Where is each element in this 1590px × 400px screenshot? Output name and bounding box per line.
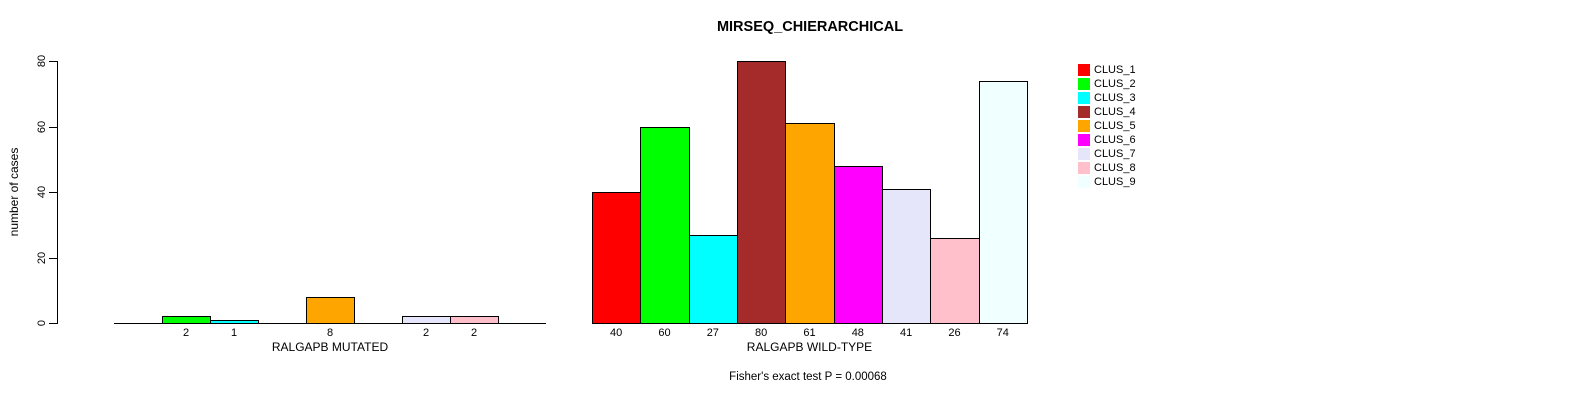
- y-tick-label: 40: [36, 185, 48, 199]
- y-tick-mark: [49, 257, 57, 259]
- y-axis-label: number of cases: [7, 147, 21, 237]
- y-tick-label: 0: [36, 319, 48, 327]
- bar-value-label: 41: [900, 327, 913, 339]
- legend-swatch-clus_9: [1078, 176, 1090, 188]
- legend-label-clus_1: CLUS_1: [1094, 64, 1136, 76]
- bar-value-label: 8: [326, 327, 334, 339]
- bar-value-label: 1: [230, 327, 238, 339]
- bar-value-label: 61: [803, 327, 816, 339]
- chart-title: MIRSEQ_CHIERARCHICAL: [716, 19, 904, 35]
- fisher-test-annotation: Fisher's exact test P = 0.00068: [729, 371, 887, 383]
- bar-value-label: 40: [610, 327, 623, 339]
- bar-clus_7: [881, 188, 932, 324]
- legend-label-clus_7: CLUS_7: [1094, 148, 1136, 160]
- legend-label-clus_4: CLUS_4: [1094, 106, 1136, 118]
- x-axis-title-mutated: RALGAPB MUTATED: [271, 340, 389, 354]
- legend-swatch-clus_7: [1078, 148, 1090, 160]
- bar-value-label: 80: [755, 327, 768, 339]
- legend-label-clus_5: CLUS_5: [1094, 120, 1136, 132]
- bar-clus_4: [736, 61, 787, 324]
- y-tick-label: 80: [36, 54, 48, 68]
- bar-clus_7: [402, 316, 451, 324]
- legend-swatch-clus_8: [1078, 162, 1090, 174]
- bar-clus_3: [210, 319, 259, 324]
- legend-swatch-clus_2: [1078, 78, 1090, 90]
- legend-label-clus_9: CLUS_9: [1094, 176, 1136, 188]
- bar-clus_2: [162, 316, 211, 324]
- legend-swatch-clus_3: [1078, 92, 1090, 104]
- legend-label-clus_8: CLUS_8: [1094, 162, 1136, 174]
- bar-value-label: 2: [470, 327, 478, 339]
- legend-swatch-clus_1: [1078, 64, 1090, 76]
- bar-clus_9: [978, 80, 1028, 324]
- legend-label-clus_2: CLUS_2: [1094, 78, 1136, 90]
- bar-clus_5: [306, 296, 355, 324]
- bar-clus_1: [592, 192, 642, 324]
- bar-value-label: 48: [851, 327, 864, 339]
- legend-swatch-clus_5: [1078, 120, 1090, 132]
- bar-value-label: 26: [948, 327, 961, 339]
- y-axis-line: [57, 61, 58, 324]
- bar-value-label: 2: [422, 327, 430, 339]
- bar-value-label: 27: [706, 327, 719, 339]
- y-tick-label: 60: [36, 120, 48, 133]
- bar-clus_8: [450, 316, 499, 324]
- y-tick-mark: [49, 192, 57, 193]
- y-tick-mark: [49, 61, 57, 62]
- bar-value-label: 60: [658, 327, 671, 339]
- y-tick-label: 20: [36, 251, 48, 264]
- bar-clus_6: [833, 165, 883, 324]
- legend-swatch-clus_4: [1078, 106, 1090, 118]
- y-tick-mark: [49, 323, 57, 324]
- bar-value-label: 2: [182, 327, 190, 339]
- bar-clus_5: [785, 123, 835, 324]
- bar-value-label: 74: [996, 327, 1009, 339]
- bar-clus_2: [640, 126, 690, 324]
- bar-clus_3: [688, 234, 738, 324]
- legend-swatch-clus_6: [1078, 134, 1090, 146]
- y-tick-mark: [49, 126, 57, 128]
- legend-label-clus_6: CLUS_6: [1094, 134, 1136, 146]
- x-axis-title-wildtype: RALGAPB WILD-TYPE: [746, 340, 873, 354]
- legend-label-clus_3: CLUS_3: [1094, 92, 1136, 104]
- bar-clus_8: [930, 237, 980, 324]
